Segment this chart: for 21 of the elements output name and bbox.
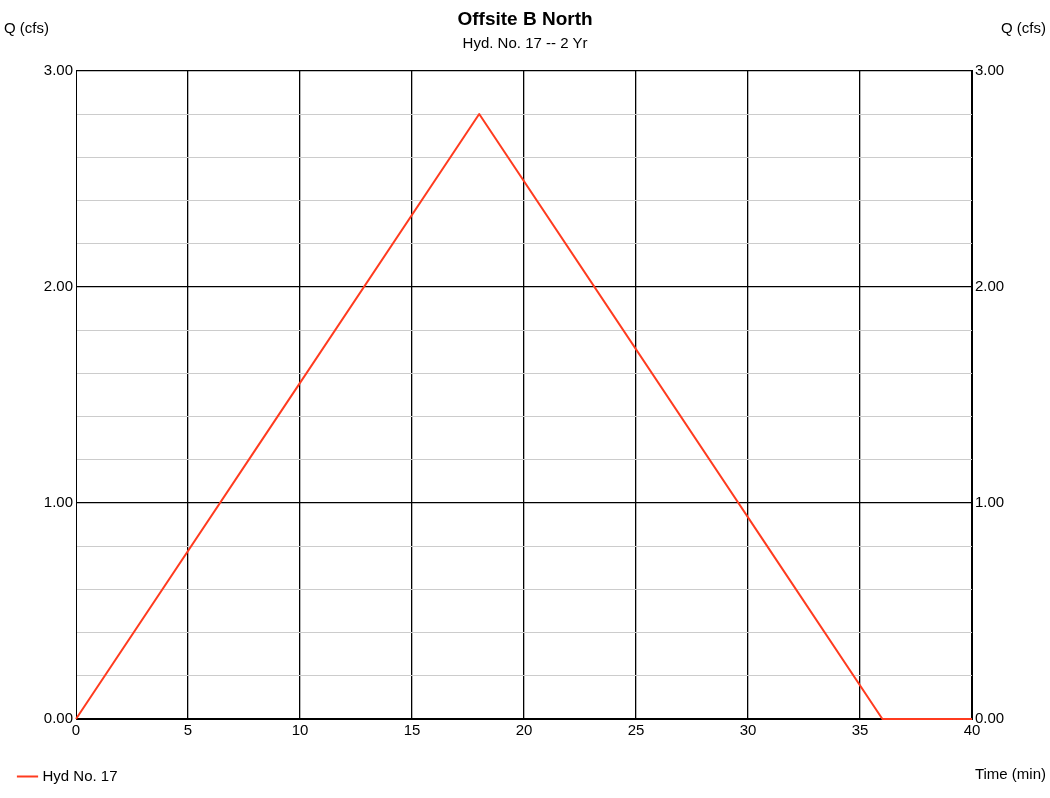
x-tick-label: 35 — [851, 721, 869, 739]
y2-tick-label: 3.00 — [975, 60, 1005, 78]
y-axis-title: Q (cfs) — [4, 18, 49, 36]
y-tick-label: 2.00 — [43, 277, 73, 295]
x-tick-label: 0 — [71, 721, 81, 739]
x-tick-label: 15 — [403, 721, 421, 739]
y2-axis-title: Q (cfs) — [1001, 18, 1046, 36]
y-tick-label: 1.00 — [43, 493, 73, 511]
x-tick-label: 25 — [627, 721, 645, 739]
x-axis-title: Time (min) — [974, 765, 1046, 782]
y2-tick-label: 2.00 — [975, 277, 1005, 295]
y-tick-label: 0.00 — [43, 709, 73, 727]
x-tick-label: 5 — [183, 721, 193, 739]
chart-title: Offsite B North — [457, 7, 593, 29]
x-tick-label: 10 — [291, 721, 309, 739]
y2-tick-label: 1.00 — [975, 493, 1005, 511]
x-tick-label: 20 — [515, 721, 533, 739]
y-tick-label: 3.00 — [43, 60, 73, 78]
chart-subtitle: Hyd. No. 17 -- 2 Yr — [462, 33, 588, 51]
legend-label: Hyd No. 17 — [42, 766, 118, 784]
x-tick-label: 30 — [739, 721, 757, 739]
